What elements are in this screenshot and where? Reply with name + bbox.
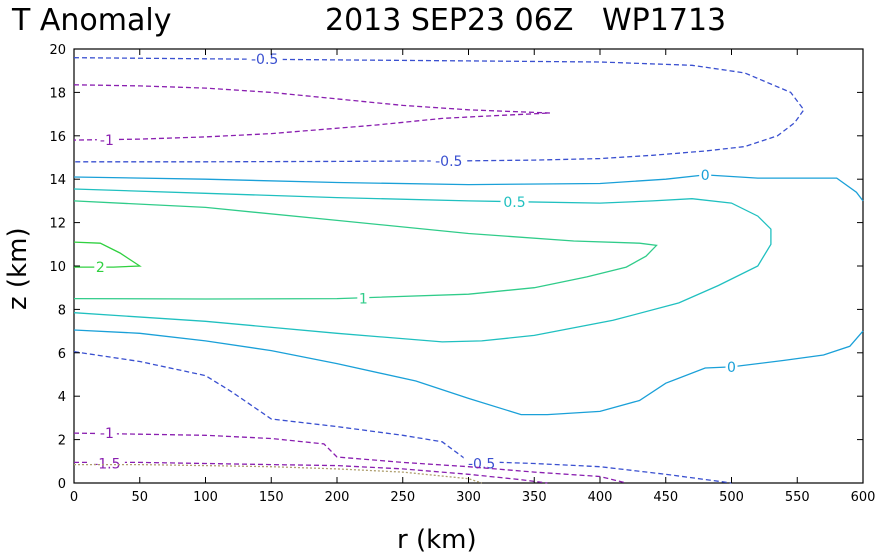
axis-ticks: 0 50 100 150 200 250 300 350 400 450 500 550 6000246… bbox=[49, 43, 875, 505]
y-tick-label: 14 bbox=[49, 173, 66, 188]
y-tick-label: 2 bbox=[58, 434, 66, 449]
contour-line-0 bbox=[73, 329, 864, 416]
contour-label-bg bbox=[88, 455, 125, 472]
contour-label: 0 bbox=[701, 168, 710, 184]
x-tick-label: 550 bbox=[785, 490, 810, 505]
contour-line--2 bbox=[74, 463, 482, 484]
contour-line--0.5 bbox=[73, 351, 732, 484]
contour-label: 2 bbox=[96, 260, 105, 276]
contour-label-bg bbox=[725, 358, 738, 375]
chart-title-right: 2013 SEP23 06Z WP1713 bbox=[325, 3, 726, 38]
y-tick-label: 8 bbox=[58, 303, 66, 318]
contour-label: -0.5 bbox=[435, 154, 462, 170]
contour-label: -1 bbox=[100, 133, 114, 149]
contour-label: 0.5 bbox=[503, 195, 525, 211]
y-tick-label: 4 bbox=[58, 390, 66, 405]
contour-label: -0.5 bbox=[468, 456, 495, 472]
contour-label-bg bbox=[94, 259, 107, 276]
contour-line--1 bbox=[73, 432, 627, 484]
contour-line-2 bbox=[73, 241, 142, 268]
x-tick-label: 50 bbox=[131, 490, 148, 505]
x-tick-label: 400 bbox=[588, 490, 613, 505]
contour-label: -1 bbox=[100, 426, 114, 442]
chart-title-left: T Anomaly bbox=[11, 3, 171, 38]
contour-label-bg bbox=[96, 132, 117, 149]
contour-label: -0.5 bbox=[251, 52, 278, 68]
x-tick-label: 600 bbox=[851, 490, 876, 505]
contour-label: 1 bbox=[359, 292, 368, 308]
x-tick-label: 100 bbox=[193, 490, 218, 505]
contour-label-bg bbox=[357, 290, 370, 307]
contour-label-bg bbox=[500, 193, 529, 210]
y-tick-label: 6 bbox=[58, 347, 66, 362]
contour-line-0.5 bbox=[73, 188, 772, 343]
plot-area-frame bbox=[73, 48, 864, 484]
y-tick-label: 12 bbox=[49, 217, 66, 232]
y-axis-label: z (km) bbox=[3, 227, 33, 310]
x-tick-label: 350 bbox=[522, 490, 547, 505]
x-tick-label: 150 bbox=[259, 490, 284, 505]
y-tick-label: 10 bbox=[49, 260, 66, 275]
x-tick-label: 200 bbox=[325, 490, 350, 505]
contour-label: 0 bbox=[727, 360, 736, 376]
y-tick-label: 16 bbox=[49, 130, 66, 145]
contour-label-bg bbox=[699, 166, 712, 183]
contour-line-1 bbox=[73, 200, 658, 300]
contour-label-bg bbox=[430, 152, 467, 169]
y-tick-label: 18 bbox=[49, 86, 66, 101]
x-tick-label: 300 bbox=[456, 490, 481, 505]
contour-line--0.5 bbox=[73, 57, 805, 163]
y-tick-label: 20 bbox=[49, 43, 66, 58]
contour-label-bg bbox=[96, 425, 117, 442]
x-tick-label: 450 bbox=[653, 490, 678, 505]
x-tick-label: 0 bbox=[70, 490, 78, 505]
contour-line-0 bbox=[73, 174, 864, 202]
x-tick-label: 500 bbox=[719, 490, 744, 505]
contour-label-bg bbox=[246, 50, 283, 67]
x-tick-label: 250 bbox=[390, 490, 415, 505]
x-axis-label: r (km) bbox=[397, 525, 477, 555]
contour-line--1 bbox=[73, 84, 551, 141]
y-tick-label: 0 bbox=[58, 477, 66, 492]
